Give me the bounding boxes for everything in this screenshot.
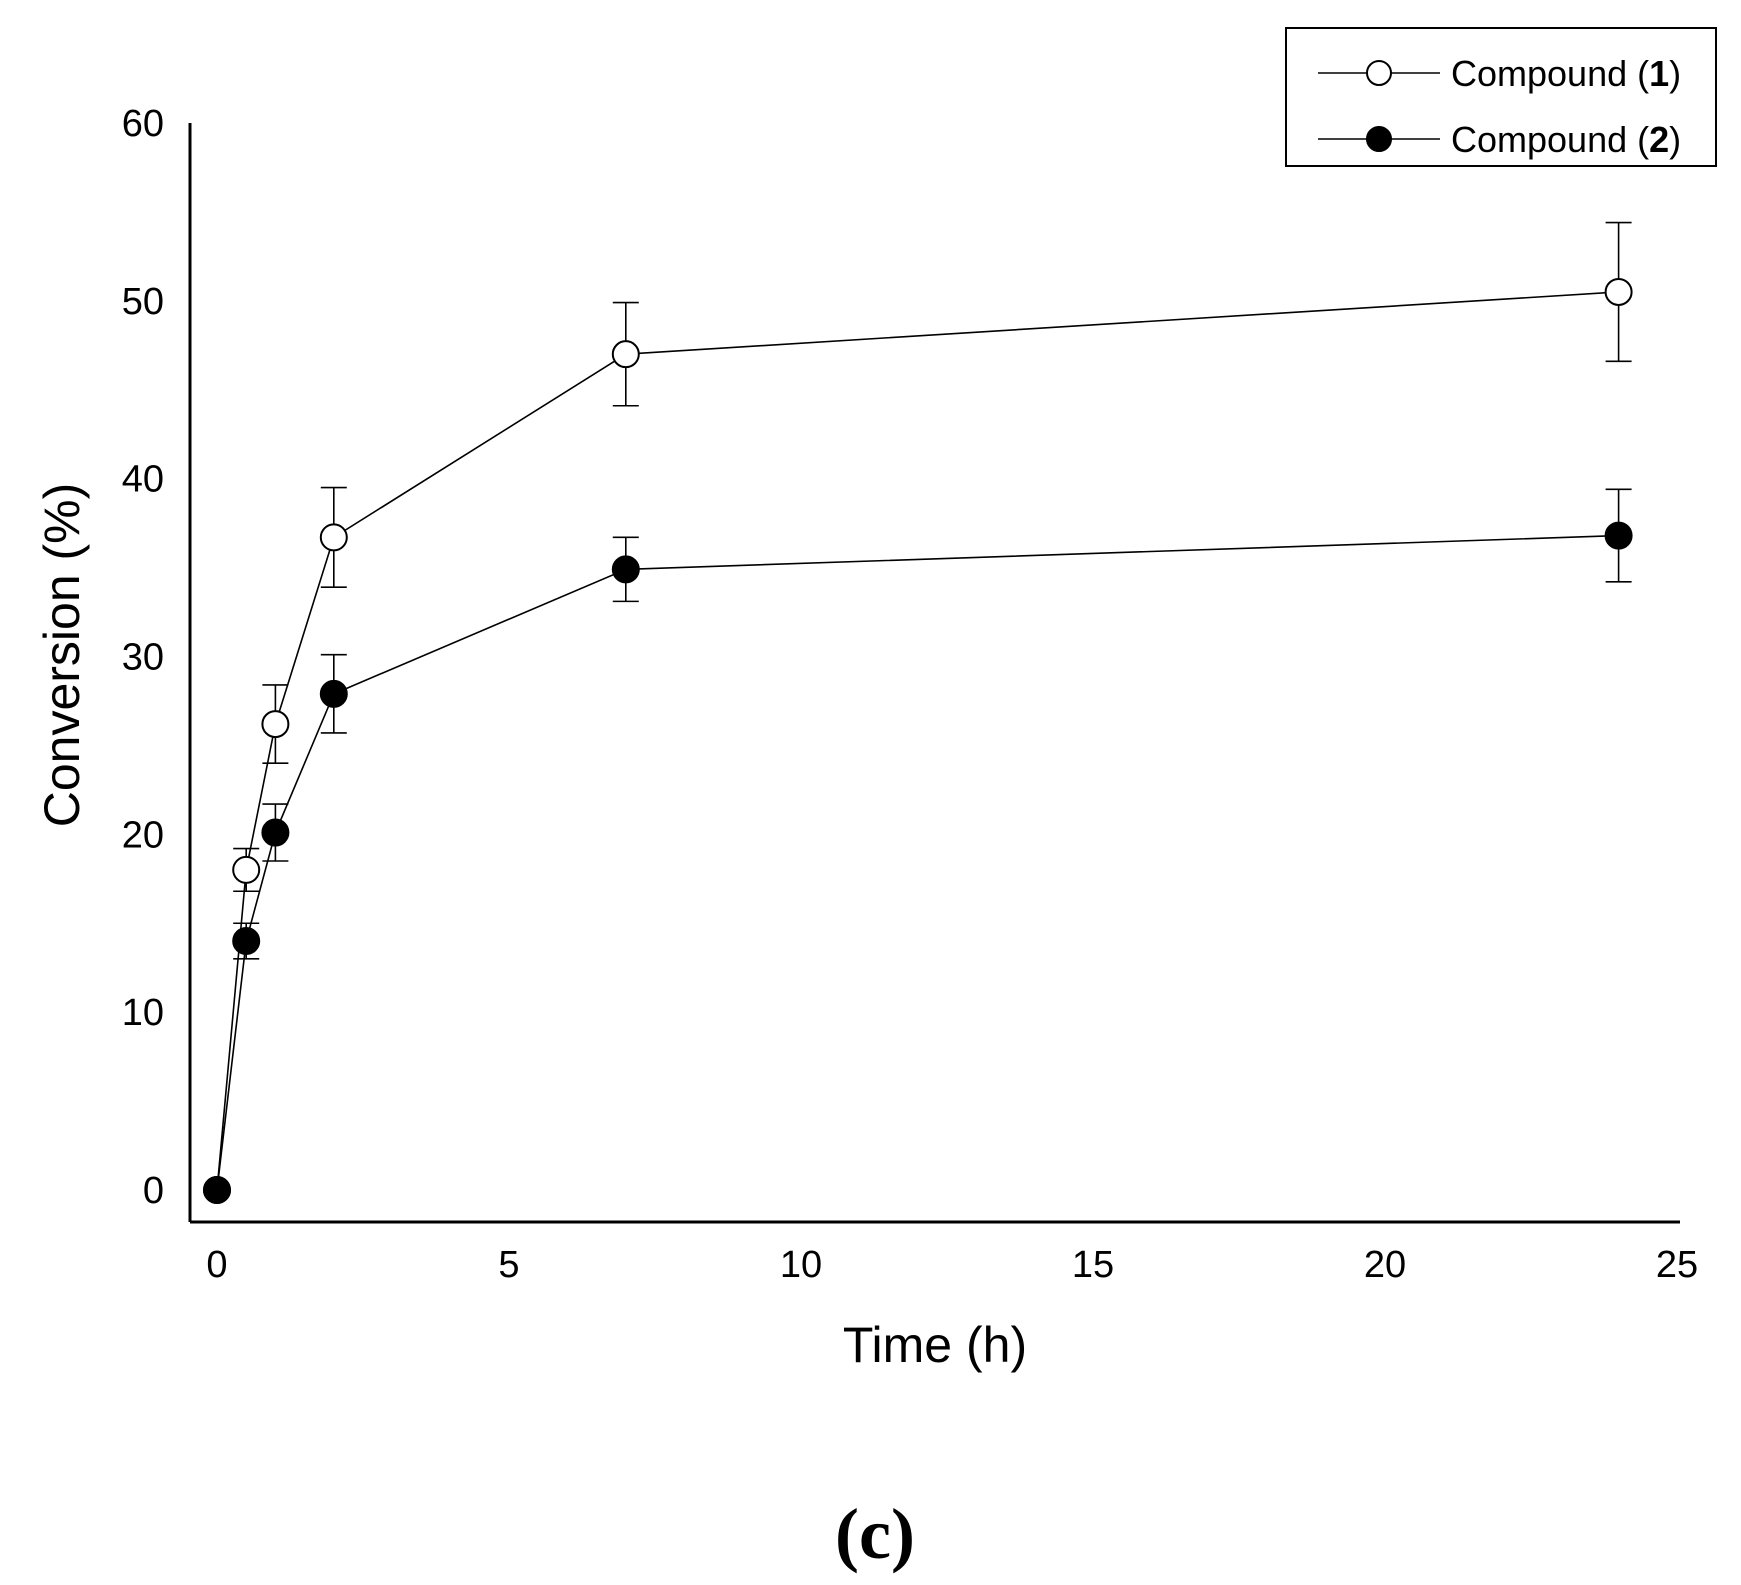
- data-point: [203, 1176, 231, 1204]
- series-lines: [216, 291, 1619, 1191]
- legend-label-prefix: Compound (: [1451, 53, 1649, 94]
- data-point: [261, 818, 290, 847]
- x-axis-title: Time (h): [843, 1317, 1027, 1373]
- legend-label-number: 2: [1649, 119, 1669, 160]
- series-line: [216, 534, 1619, 1191]
- legend-label-prefix: Compound (: [1451, 119, 1649, 160]
- y-tick-label: 50: [122, 281, 164, 323]
- series-markers: [203, 277, 1633, 1204]
- data-point: [1604, 277, 1633, 306]
- x-tick-label: 5: [498, 1244, 519, 1286]
- axis-ticks: 0 10 20 30 40 50 60 0 5 10 15 20 25: [122, 103, 1698, 1286]
- panel-label: (c): [835, 1494, 915, 1574]
- data-point: [611, 340, 640, 369]
- legend-label: Compound (1): [1451, 53, 1681, 94]
- y-tick-label: 0: [143, 1170, 164, 1212]
- legend-label-suffix: ): [1669, 119, 1681, 160]
- data-point: [319, 523, 348, 552]
- data-point: [319, 679, 348, 708]
- data-point: [232, 855, 261, 884]
- x-tick-label: 10: [780, 1244, 822, 1286]
- y-tick-label: 40: [122, 459, 164, 501]
- x-tick-label: 0: [206, 1244, 227, 1286]
- x-tick-label: 20: [1364, 1244, 1406, 1286]
- legend-label-number: 1: [1649, 53, 1669, 94]
- legend-label-suffix: ): [1669, 53, 1681, 94]
- x-tick-label: 25: [1656, 1244, 1698, 1286]
- legend-marker: [1366, 60, 1392, 86]
- y-tick-label: 10: [122, 992, 164, 1034]
- series-line: [216, 291, 1619, 1191]
- data-point: [232, 927, 261, 956]
- legend-marker: [1366, 126, 1392, 152]
- y-tick-label: 30: [122, 637, 164, 679]
- legend-box: [1285, 27, 1717, 167]
- y-tick-label: 60: [122, 103, 164, 145]
- legend: Compound (1)Compound (2): [1285, 27, 1717, 167]
- error-bars: [233, 221, 1632, 960]
- data-point: [1604, 521, 1633, 550]
- y-axis-title: Conversion (%): [34, 483, 90, 828]
- data-point: [611, 555, 640, 584]
- y-tick-label: 20: [122, 814, 164, 856]
- x-tick-label: 15: [1072, 1244, 1114, 1286]
- legend-label: Compound (2): [1451, 119, 1681, 160]
- data-point: [261, 710, 290, 739]
